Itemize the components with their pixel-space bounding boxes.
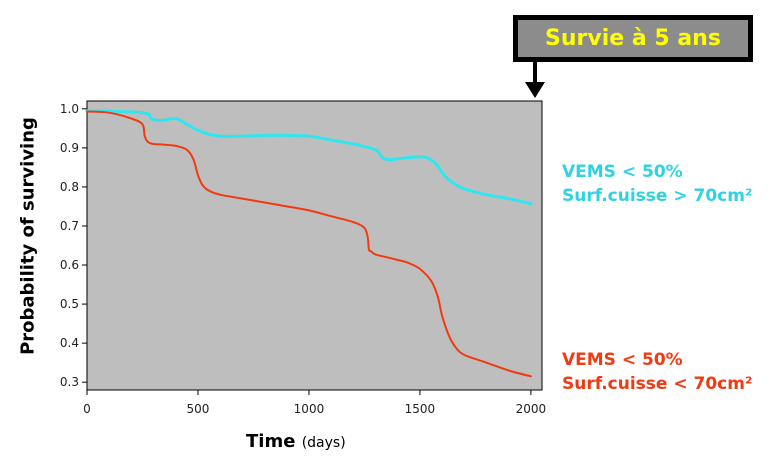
legend-cyan-line1: VEMS < 50%: [562, 162, 683, 182]
x-axis-title: Time: [246, 431, 296, 452]
y-tick-label: 0.9: [60, 141, 79, 155]
plot-area: [86, 100, 543, 391]
callout-arrow: [525, 62, 545, 98]
y-tick-label: 0.4: [60, 336, 79, 350]
x-tick-label: 1000: [294, 402, 325, 416]
y-tick-label: 1.0: [60, 102, 79, 116]
x-axis-unit: (days): [301, 435, 346, 451]
y-tick-label: 0.7: [60, 219, 79, 233]
legend-red-line2: Surf.cuisse < 70cm²: [562, 374, 753, 394]
series-lines: [85, 109, 533, 378]
legend-red: VEMS < 50% Surf.cuisse < 70cm²: [562, 348, 752, 396]
x-tick-label: 0: [83, 402, 91, 416]
legend-cyan: VEMS < 50% Surf.cuisse > 70cm²: [562, 160, 752, 208]
y-axis-ticks: 1.0 0.9 0.8 0.7 0.6 0.5 0.4 0.3: [60, 102, 87, 389]
y-tick-label: 0.5: [60, 297, 79, 311]
legend-red-line1: VEMS < 50%: [562, 350, 683, 370]
callout-text: Survie à 5 ans: [518, 20, 748, 57]
x-tick-label: 2000: [516, 402, 547, 416]
y-axis-label: Probability of surviving: [17, 117, 39, 355]
x-tick-label: 1500: [405, 402, 436, 416]
callout-box: Survie à 5 ans: [513, 15, 753, 62]
y-tick-label: 0.3: [60, 375, 79, 389]
x-axis-ticks: 0 500 1000 1500 2000: [83, 390, 546, 416]
x-axis-label: Time (days): [246, 431, 346, 452]
series-line-red: [86, 110, 532, 378]
x-tick-label: 500: [187, 402, 210, 416]
legend-cyan-line2: Surf.cuisse > 70cm²: [562, 186, 753, 206]
y-tick-label: 0.8: [60, 180, 79, 194]
series-line-cyan: [85, 109, 533, 206]
y-tick-label: 0.6: [60, 258, 79, 272]
